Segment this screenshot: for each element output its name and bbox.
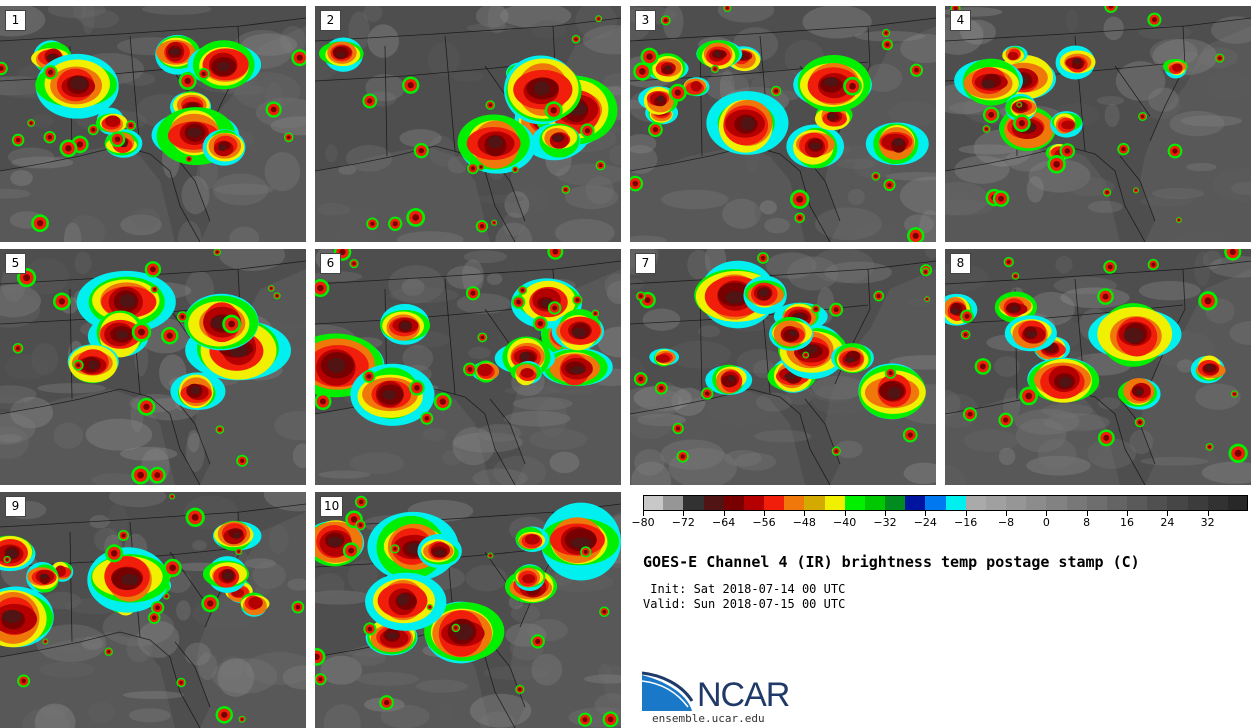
member-number-label: 8	[950, 253, 971, 274]
member-number-label: 2	[320, 10, 341, 31]
colorbar-tick	[1006, 511, 1007, 516]
ir-brightness-map	[630, 6, 936, 242]
colorbar-tick	[804, 511, 805, 516]
ensemble-member-panel-3: 3	[630, 6, 936, 242]
ensemble-member-panel-7: 7	[630, 249, 936, 485]
ir-brightness-map	[0, 6, 306, 242]
colorbar-segment	[703, 495, 725, 511]
logo-text: NCAR	[697, 676, 790, 714]
colorbar-segment	[1127, 495, 1148, 511]
ir-brightness-map	[0, 492, 306, 728]
colorbar-tick-label: −16	[954, 516, 978, 529]
colorbar-tick	[885, 511, 886, 516]
colorbar-tick	[1087, 511, 1088, 516]
colorbar-tick	[683, 511, 684, 516]
colorbar-segment	[663, 495, 684, 511]
valid-time: Valid: Sun 2018-07-15 00 UTC	[643, 597, 846, 611]
ir-brightness-map	[945, 6, 1251, 242]
colorbar-tick	[764, 511, 765, 516]
colorbar-tick	[643, 511, 644, 516]
member-number-label: 1	[5, 10, 26, 31]
colorbar-segment	[1086, 495, 1108, 511]
member-number-label: 10	[320, 496, 344, 517]
colorbar-tick	[1167, 511, 1168, 516]
colorbar-segment	[965, 495, 987, 511]
ensemble-member-panel-2: 2	[315, 6, 621, 242]
ir-brightness-map	[315, 6, 621, 242]
ensemble-member-panel-6: 6	[315, 249, 621, 485]
colorbar-border	[643, 495, 1248, 511]
member-number-label: 5	[5, 253, 26, 274]
colorbar-segment	[885, 495, 906, 511]
colorbar-segment	[784, 495, 805, 511]
colorbar-segment	[905, 495, 926, 511]
colorbar-tick	[1208, 511, 1209, 516]
colorbar-segment	[844, 495, 866, 511]
colorbar-tick	[1046, 511, 1047, 516]
member-number-label: 9	[5, 496, 26, 517]
figure-title: GOES-E Channel 4 (IR) brightness temp po…	[643, 553, 1140, 571]
member-number-label: 6	[320, 253, 341, 274]
ensemble-member-panel-9: 9	[0, 492, 306, 728]
colorbar-segment	[643, 495, 664, 511]
ncar-logo-icon	[642, 671, 694, 711]
colorbar-tick-label: 8	[1083, 516, 1091, 529]
ensemble-member-panel-10: 10	[315, 492, 621, 728]
colorbar-tick-label: −24	[913, 516, 937, 529]
colorbar-tick-label: 24	[1160, 516, 1175, 529]
ir-brightness-map	[945, 249, 1251, 485]
colorbar-tick-label: 0	[1042, 516, 1050, 529]
colorbar-tick-label: −80	[631, 516, 655, 529]
ensemble-member-panel-1: 1	[0, 6, 306, 242]
colorbar-segment	[1167, 495, 1188, 511]
colorbar-segment	[925, 495, 946, 511]
colorbar-tick-label: −8	[997, 516, 1015, 529]
colorbar-segment	[864, 495, 886, 511]
colorbar-segment	[723, 495, 745, 511]
colorbar-segment	[1106, 495, 1128, 511]
colorbar-tick-label: −64	[712, 516, 736, 529]
colorbar-tick-label: −40	[833, 516, 857, 529]
ir-brightness-map	[315, 492, 621, 728]
colorbar-segment	[945, 495, 967, 511]
ensemble-member-panel-5: 5	[0, 249, 306, 485]
member-number-label: 7	[635, 253, 656, 274]
colorbar-tick	[925, 511, 926, 516]
ensemble-member-panel-8: 8	[945, 249, 1251, 485]
colorbar-segment	[1207, 495, 1229, 511]
colorbar-tick-label: −48	[792, 516, 816, 529]
colorbar-segment	[1147, 495, 1168, 511]
colorbar-tick	[1127, 511, 1128, 516]
colorbar-segment	[764, 495, 785, 511]
website-link[interactable]: ensemble.ucar.edu	[652, 712, 765, 725]
ensemble-member-panel-4: 4	[945, 6, 1251, 242]
colorbar-tick	[724, 511, 725, 516]
colorbar-tick-label: −56	[752, 516, 776, 529]
init-time: Init: Sat 2018-07-14 00 UTC	[643, 582, 846, 596]
member-number-label: 3	[635, 10, 656, 31]
colorbar-tick	[966, 511, 967, 516]
colorbar-segment	[1026, 495, 1047, 511]
ir-brightness-map	[0, 249, 306, 485]
colorbar-segment	[1187, 495, 1209, 511]
colorbar-tick	[845, 511, 846, 516]
colorbar-segment	[743, 495, 765, 511]
colorbar-tick-label: 16	[1120, 516, 1134, 529]
colorbar-tick-label: −72	[671, 516, 695, 529]
colorbar-tick-label: −32	[873, 516, 897, 529]
colorbar-segment	[1006, 495, 1027, 511]
colorbar-segment	[1227, 495, 1249, 511]
colorbar-tick-label: 32	[1200, 516, 1215, 529]
colorbar-segment	[683, 495, 704, 511]
temperature-colorbar	[643, 495, 1249, 511]
colorbar-segment	[804, 495, 825, 511]
ir-brightness-map	[315, 249, 621, 485]
colorbar-segment	[1066, 495, 1088, 511]
ir-brightness-map	[630, 249, 936, 485]
member-number-label: 4	[950, 10, 971, 31]
colorbar-segment	[985, 495, 1007, 511]
colorbar-segment	[824, 495, 846, 511]
colorbar-segment	[1046, 495, 1067, 511]
